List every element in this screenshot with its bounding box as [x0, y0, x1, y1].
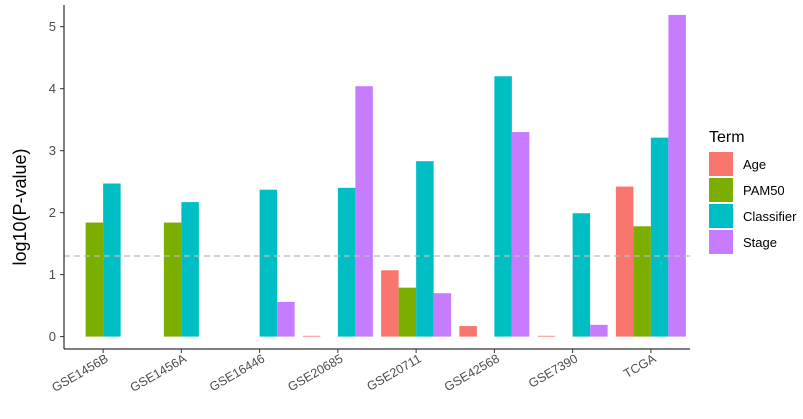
bar — [398, 287, 417, 337]
bar — [615, 186, 634, 337]
bar — [494, 76, 512, 337]
x-axis: GSE1456B GSE1456A GSE16446 GSE20685 GSE20711… — [49, 348, 690, 395]
legend-swatch — [709, 152, 733, 176]
y-axis: 0 1 2 3 4 5 — [49, 5, 65, 349]
y-tick-label: 1 — [49, 267, 56, 282]
y-axis-title: log10(P-value) — [10, 148, 30, 265]
legend-items: Age PAM50 Classifier Stage — [709, 152, 797, 254]
y-tick-label: 5 — [49, 19, 56, 34]
x-tick-label: TCGA — [621, 351, 659, 381]
y-tick-label: 3 — [49, 143, 56, 158]
bar — [572, 213, 591, 337]
legend-label: PAM50 — [743, 183, 785, 198]
x-tick-label: GSE20685 — [285, 351, 345, 394]
bar — [337, 187, 356, 337]
bar — [668, 14, 686, 337]
bar — [633, 226, 651, 337]
legend-swatch — [709, 178, 733, 202]
legend-label: Age — [743, 157, 766, 172]
bar — [537, 335, 556, 337]
x-tick-label: GSE20711 — [364, 351, 423, 393]
legend-swatch — [709, 204, 733, 228]
bar — [103, 183, 121, 337]
x-tick-label: GSE42568 — [442, 351, 502, 394]
bar — [302, 335, 321, 337]
bar — [433, 293, 452, 337]
bar — [85, 222, 104, 337]
bar — [355, 86, 373, 337]
legend-label: Stage — [743, 235, 777, 250]
bar — [181, 202, 199, 337]
bar — [459, 326, 477, 337]
x-tick-label: GSE16446 — [207, 351, 267, 394]
x-tick-label: GSE1456B — [49, 351, 110, 394]
x-tick-label: GSE7390 — [526, 351, 580, 390]
bar — [277, 301, 295, 337]
y-tick-label: 2 — [49, 205, 56, 220]
bar — [163, 222, 182, 337]
y-tick-label: 0 — [49, 329, 56, 344]
y-tick-label: 4 — [49, 81, 56, 96]
bar — [590, 324, 608, 337]
bar — [416, 161, 434, 337]
legend: Term Age PAM50 Classifier Stage — [709, 129, 797, 254]
x-tick-label: GSE1456A — [128, 351, 190, 395]
legend-label: Classifier — [743, 209, 797, 224]
bar — [650, 137, 669, 337]
plot-area — [64, 14, 690, 337]
bar — [381, 270, 399, 337]
bar — [259, 189, 278, 337]
legend-swatch — [709, 230, 733, 254]
legend-title: Term — [709, 129, 745, 146]
bar — [511, 132, 530, 337]
